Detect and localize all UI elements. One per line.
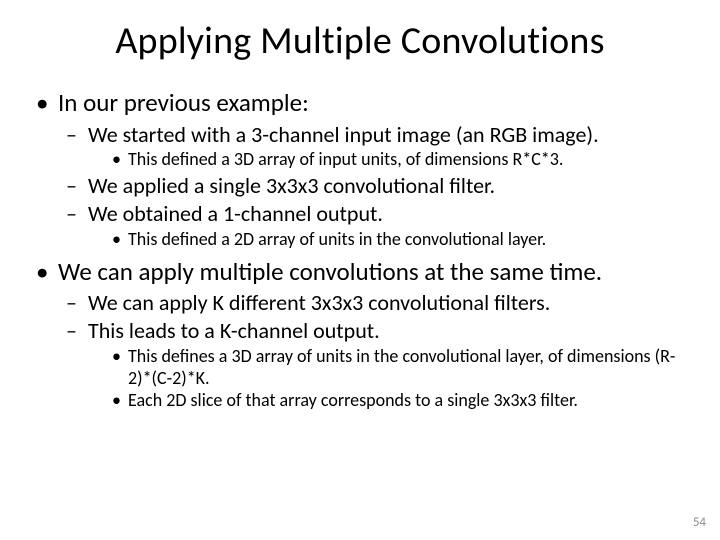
l3-item: This defined a 3D array of input units, … [88, 149, 684, 171]
l3-list: This defined a 2D array of units in the … [88, 229, 684, 251]
bullet-list: In our previous example: We started with… [36, 88, 684, 412]
l3-text: This defined a 2D array of units in the … [128, 228, 546, 250]
l2-text: We started with a 3-channel input image … [88, 121, 599, 148]
l3-list: This defined a 3D array of input units, … [88, 149, 684, 171]
l2-list: We can apply K different 3x3x3 convoluti… [58, 290, 684, 412]
l3-item: This defines a 3D array of units in the … [88, 346, 684, 389]
l2-item: This leads to a K-channel output. This d… [58, 318, 684, 412]
l3-text: Each 2D slice of that array corresponds … [128, 389, 578, 411]
l2-item: We applied a single 3x3x3 convolutional … [58, 173, 684, 199]
l3-item: Each 2D slice of that array corresponds … [88, 390, 684, 412]
l2-item: We obtained a 1-channel output. This def… [58, 201, 684, 251]
l2-text: We can apply K different 3x3x3 convoluti… [88, 289, 550, 316]
slide-title: Applying Multiple Convolutions [36, 18, 684, 64]
l2-item: We started with a 3-channel input image … [58, 122, 684, 172]
l1-item: We can apply multiple convolutions at th… [36, 257, 684, 412]
l3-item: This defined a 2D array of units in the … [88, 229, 684, 251]
l2-text: This leads to a K-channel output. [88, 317, 380, 344]
slide: Applying Multiple Convolutions In our pr… [0, 0, 720, 540]
l1-text: In our previous example: [58, 87, 309, 118]
l1-text: We can apply multiple convolutions at th… [58, 256, 602, 287]
l3-text: This defined a 3D array of input units, … [128, 148, 563, 170]
l2-list: We started with a 3-channel input image … [58, 122, 684, 251]
l2-text: We applied a single 3x3x3 convolutional … [88, 172, 495, 199]
l3-list: This defines a 3D array of units in the … [88, 346, 684, 412]
page-number: 54 [693, 515, 706, 530]
l1-item: In our previous example: We started with… [36, 88, 684, 251]
l2-item: We can apply K different 3x3x3 convoluti… [58, 290, 684, 316]
l2-text: We obtained a 1-channel output. [88, 200, 383, 227]
l3-text: This defines a 3D array of units in the … [128, 345, 675, 389]
